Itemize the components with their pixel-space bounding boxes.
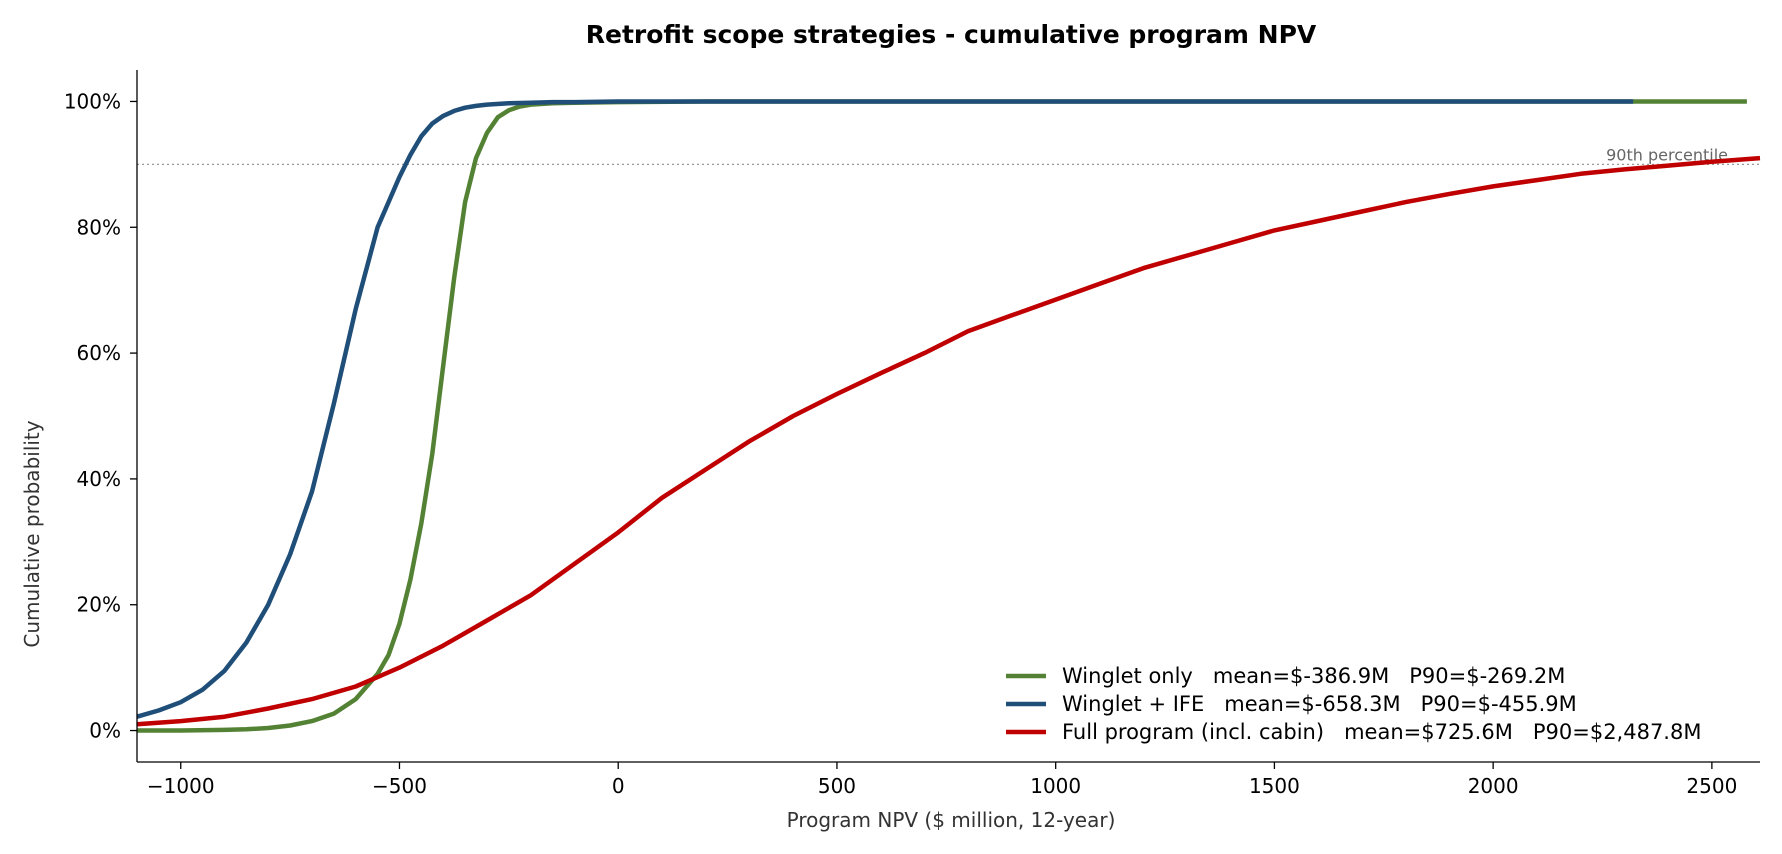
series-line-1 (136, 99, 1634, 719)
y-tick-label: 80% (77, 215, 121, 239)
y-axis-label: Cumulative probability (20, 420, 44, 647)
reference-line-label: 90th percentile (1606, 145, 1728, 164)
x-tick-label: −1000 (147, 774, 215, 798)
chart-title: Retrofit scope strategies - cumulative p… (586, 20, 1317, 49)
x-tick-label: −500 (372, 774, 427, 798)
legend-entry-0: Winglet only mean=$-386.9M P90=$-269.2M (1062, 664, 1565, 688)
y-tick-label: 20% (77, 593, 121, 617)
x-tick-label: 1000 (1030, 774, 1081, 798)
x-axis-label: Program NPV ($ million, 12-year) (787, 808, 1116, 832)
legend-entry-1: Winglet + IFE mean=$-658.3M P90=$-455.9M (1062, 692, 1577, 716)
x-tick-label: 0 (612, 774, 625, 798)
legend-entry-2: Full program (incl. cabin) mean=$725.6M … (1062, 720, 1701, 744)
axes-layer (136, 70, 1760, 763)
x-tick-label: 1500 (1249, 774, 1300, 798)
series-line-2 (136, 155, 1761, 727)
ticks-layer: −1000 −500 0 500 1000 1500 2000 2500 0% 20% 40% 60%… (64, 89, 1738, 798)
series-layer: 90th percentile (136, 99, 1761, 733)
x-tick-label: 500 (818, 774, 856, 798)
x-tick-label: 2000 (1468, 774, 1519, 798)
series-line-0 (137, 99, 1747, 733)
legend: Winglet only mean=$-386.9M P90=$-269.2M W… (1006, 664, 1701, 744)
y-tick-label: 40% (77, 467, 121, 491)
y-tick-label: 100% (64, 89, 121, 113)
y-tick-label: 60% (77, 341, 121, 365)
y-tick-label: 0% (89, 719, 121, 743)
x-tick-label: 2500 (1686, 774, 1737, 798)
